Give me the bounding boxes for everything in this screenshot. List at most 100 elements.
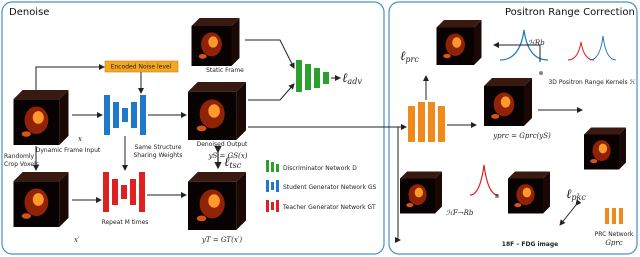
swatch [276,180,279,192]
layer [305,64,311,90]
label: Static Frame [206,67,244,74]
layer [139,172,145,212]
label: Denoised Output [197,141,248,148]
convolution-symbol: ⊗ [494,193,499,200]
loss-symbol: ℓ [224,155,230,170]
layer [113,102,119,128]
loss: ℓprc [400,49,419,64]
legend-label: Discriminator Network D [283,165,357,172]
loss-sub: adv [347,77,362,86]
label: Crop Voxels [4,161,39,168]
swatch [266,200,269,212]
symbol: x [78,135,82,143]
prc-panel [388,1,638,255]
layer [428,102,435,142]
arrow [35,64,105,90]
teacher-network [103,172,145,212]
arrow [395,127,401,243]
label: Randomly [4,153,35,160]
swatch [266,160,269,172]
label: Dynamic Frame Input [36,147,101,154]
kernel [567,41,595,61]
swatch [276,164,279,172]
label: Same Structure [135,144,182,151]
panel-title: Positron Range Correction [505,7,635,18]
label: PRC Network [595,231,634,238]
swatch [271,202,274,210]
layer [408,106,415,142]
layer [103,172,109,212]
swatch [605,208,609,224]
layer [104,95,110,135]
loss-symbol: ℓ [566,187,572,202]
layer [112,179,118,205]
noise-label: Encoded Noise level [111,64,172,71]
convolution-symbol: ⊗ [538,70,543,77]
layer [438,106,445,142]
loss-symbol: ℓ [342,71,348,86]
layer [122,108,128,122]
label: Sharing Weights [134,152,183,159]
arrow [248,83,295,101]
layer [418,102,425,142]
label: Repeat M times [102,219,149,226]
prc-network [408,102,445,142]
loss-symbol: ℓ [400,49,406,64]
loss: ℓadv [342,71,362,86]
discriminator [296,60,329,92]
swatch [271,162,274,172]
loss-sub: prc [405,55,419,64]
loss: ℓtsc [224,155,242,170]
loss-sub: tsc [229,161,241,170]
layer [121,185,127,199]
layer [131,102,137,128]
symbol: x′ [74,236,80,244]
denoised-volume [188,82,246,140]
layer [323,72,329,84]
legend: Discriminator Network D Student Generato… [266,160,377,212]
equation: yS = GS(x) [208,152,248,160]
teacher-volume [188,172,246,230]
layer [314,68,320,88]
label: 18F – FDG image [502,241,558,248]
swatch [266,180,269,192]
kernel-label: ℋRb [528,39,545,47]
equation: yT = GT(x′) [201,236,242,244]
legend-label: Teacher Generator Network GT [282,204,376,211]
kernel [589,35,617,61]
equation: yprc = Gprc(yS) [492,132,551,140]
loss: ℓpkc [566,187,586,202]
body-volume [400,171,442,214]
swatch [271,182,274,190]
kernel [469,164,499,196]
pkc-arrow [559,199,582,226]
layer [296,60,302,92]
label: 3D Positron Range Kernels ℋ [548,79,635,86]
swatch [619,208,623,224]
prc-output-volume [484,78,532,126]
label: Gprc [605,239,622,247]
student-network [104,95,146,135]
prc-legend-swatch [605,208,623,224]
swatch [612,208,616,224]
body-output-volume [584,127,626,170]
layer [130,179,136,205]
crop-volume [13,172,69,227]
layer [140,95,146,135]
legend-label: Student Generator Network GS [283,184,377,191]
loss-sub: pkc [571,193,586,202]
kernel [499,29,549,61]
prc-target-volume [436,20,482,65]
denoise-panel [1,1,385,255]
kernel-label: ℋF→Rb [446,209,474,217]
static-frame-volume [191,18,240,66]
input-volume [13,90,69,145]
arrow [493,42,541,62]
swatch [276,200,279,212]
fdg-volume [508,171,550,214]
panel-title: Denoise [9,7,49,18]
arrow [245,39,295,69]
